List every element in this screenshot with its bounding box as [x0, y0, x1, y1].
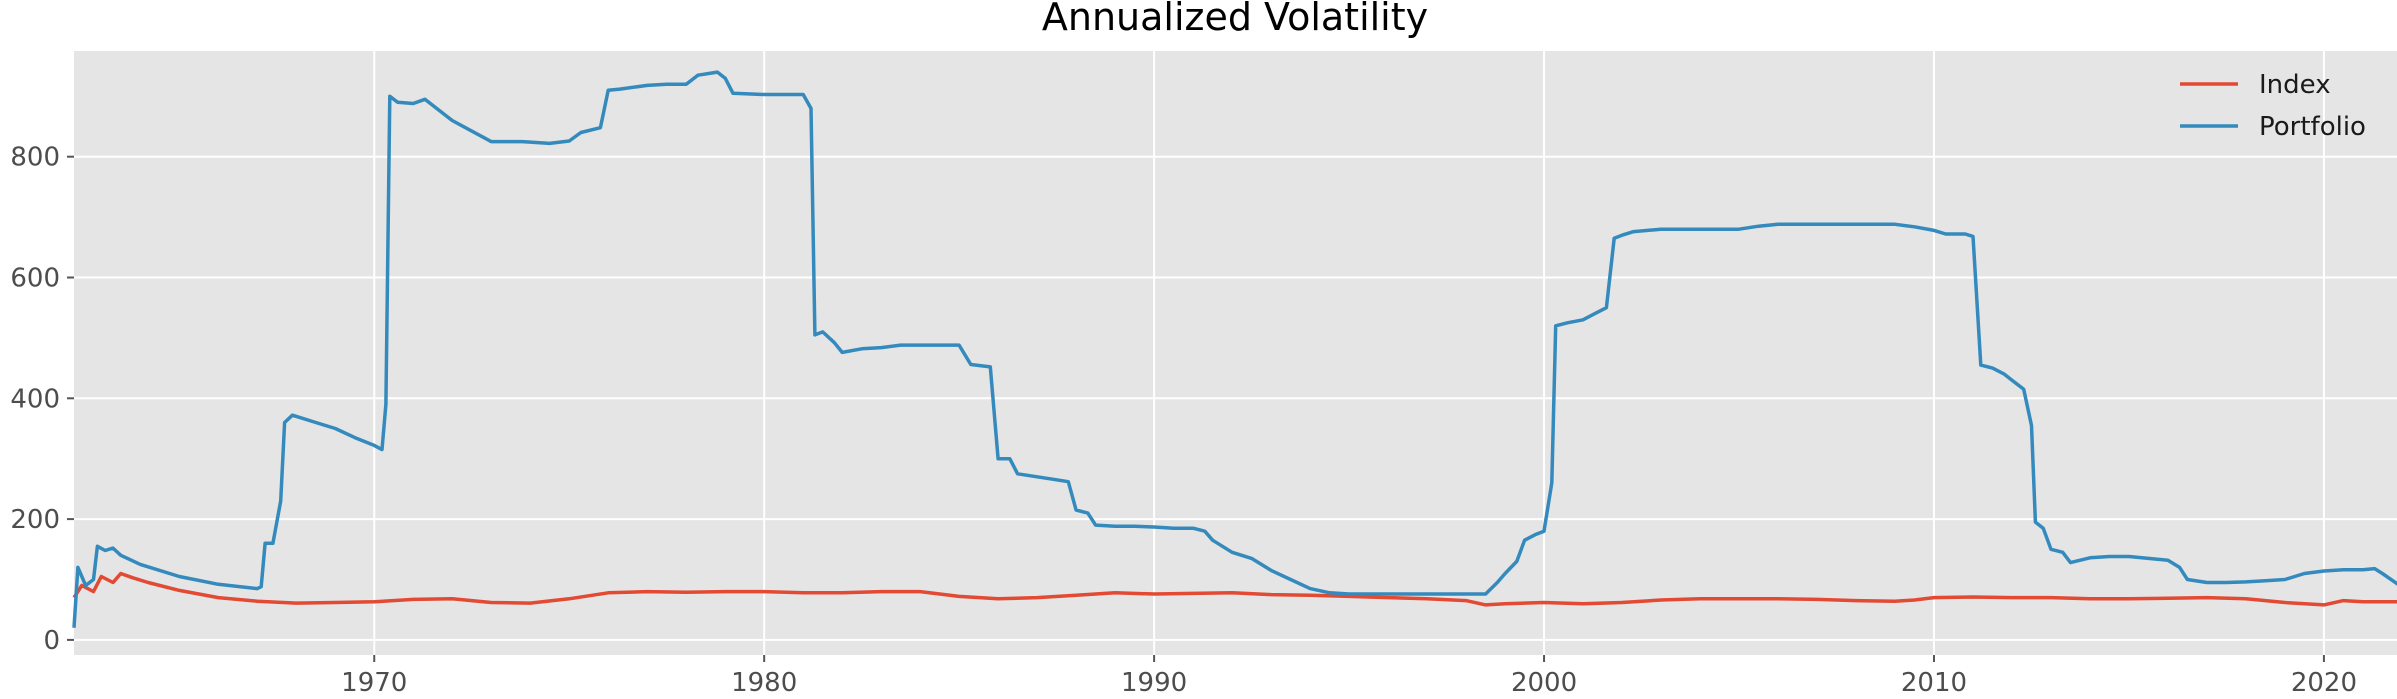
gridlines	[74, 51, 2397, 655]
y-tick-label: 0	[43, 626, 60, 656]
legend-label-portfolio: Portfolio	[2259, 112, 2366, 142]
x-tick-label: 1980	[731, 668, 797, 698]
series-line-portfolio	[72, 70, 2397, 628]
y-tick-label: 400	[10, 384, 60, 414]
x-tick-label: 2000	[1511, 668, 1577, 698]
chart-title: Annualized Volatility	[1042, 0, 1428, 39]
x-tick-label: 2020	[2291, 668, 2357, 698]
y-tick-label: 600	[10, 264, 60, 294]
legend: Index Portfolio	[2180, 70, 2366, 142]
y-tick-label: 200	[10, 505, 60, 535]
x-tick-label: 2010	[1901, 668, 1967, 698]
plot-background	[74, 51, 2397, 655]
y-tick-label: 800	[10, 143, 60, 173]
x-tick-label: 1970	[341, 668, 407, 698]
x-tick-label: 1990	[1121, 668, 1187, 698]
series-line-index	[72, 571, 2397, 607]
series-layer	[72, 70, 2397, 628]
y-axis-ticks: 0 200 400 600 800	[10, 143, 74, 656]
x-axis-ticks: 1970 1980 1990 2000 2010 2020	[341, 655, 2357, 698]
legend-label-index: Index	[2259, 70, 2331, 100]
